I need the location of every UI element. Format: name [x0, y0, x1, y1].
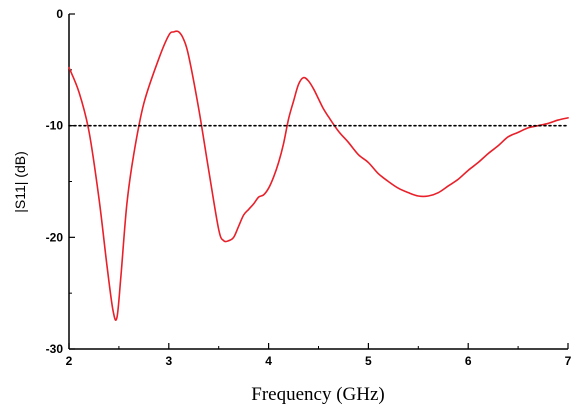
series-line: [68, 30, 569, 321]
x-tick-label: 5: [365, 354, 372, 368]
x-tick-label: 2: [66, 354, 73, 368]
x-axis-title: Frequency (GHz): [251, 384, 384, 405]
x-tick-label: 6: [465, 354, 472, 368]
x-tick-label: 7: [565, 354, 571, 368]
y-tick-label: -10: [46, 119, 64, 133]
y-tick-label: -30: [46, 342, 64, 356]
plot-area: [68, 14, 568, 350]
series-layer: [68, 30, 569, 321]
axis-ticks: 2 3 4 5 6 7 0 -10 -20 -30: [46, 7, 571, 368]
y-tick-label: 0: [56, 7, 63, 21]
y-tick-label: -20: [46, 230, 64, 244]
x-tick-label: 3: [165, 354, 172, 368]
x-tick-label: 4: [265, 354, 272, 368]
y-axis-title: |S11| (dB): [12, 151, 28, 212]
